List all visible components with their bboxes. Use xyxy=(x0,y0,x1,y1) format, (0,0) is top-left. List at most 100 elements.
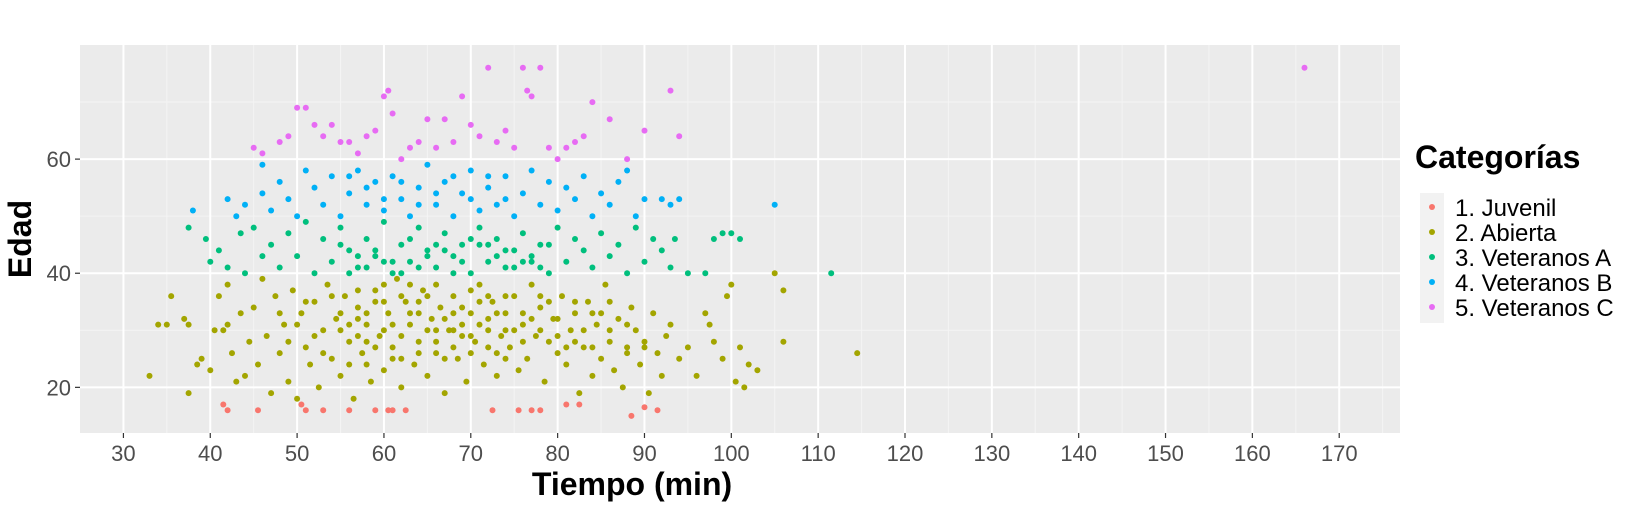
data-point xyxy=(372,407,379,414)
data-point xyxy=(663,333,670,339)
data-point xyxy=(606,338,613,345)
data-point xyxy=(424,293,431,300)
data-point xyxy=(519,310,526,317)
series-5-points xyxy=(250,64,1308,163)
data-point xyxy=(441,116,448,123)
x-tick-label: 50 xyxy=(285,441,309,466)
data-point xyxy=(493,310,500,317)
y-tick-label: 40 xyxy=(47,261,71,286)
data-point xyxy=(450,139,457,145)
data-point xyxy=(407,258,413,265)
data-point xyxy=(641,344,648,351)
data-point xyxy=(181,315,188,322)
data-point xyxy=(606,201,613,208)
data-point xyxy=(632,224,639,231)
data-point xyxy=(207,367,214,374)
data-point xyxy=(1301,64,1308,71)
data-point xyxy=(654,407,661,414)
data-point xyxy=(476,281,483,288)
data-point xyxy=(285,230,292,237)
data-point xyxy=(702,270,709,277)
data-point xyxy=(220,327,227,334)
legend-key xyxy=(1429,279,1435,285)
data-point xyxy=(537,304,544,311)
data-point xyxy=(719,230,726,237)
data-point xyxy=(302,344,309,351)
data-point xyxy=(268,390,275,397)
data-point xyxy=(467,270,474,277)
data-point xyxy=(441,247,448,254)
data-point xyxy=(572,196,578,203)
series-4-points xyxy=(189,161,778,220)
data-point xyxy=(341,293,348,300)
data-point xyxy=(367,378,374,385)
data-point xyxy=(684,270,691,277)
data-point xyxy=(485,344,492,351)
data-point xyxy=(537,407,544,414)
data-point xyxy=(493,201,500,208)
data-point xyxy=(363,133,370,140)
data-point xyxy=(537,64,544,71)
data-point xyxy=(459,258,466,265)
data-point xyxy=(311,184,318,191)
data-point xyxy=(441,230,448,237)
data-point xyxy=(506,344,513,351)
data-point xyxy=(532,333,539,339)
data-point xyxy=(415,298,422,305)
data-point xyxy=(702,310,709,317)
data-point xyxy=(580,327,587,334)
data-point xyxy=(302,218,309,225)
data-point xyxy=(511,327,518,334)
data-point xyxy=(598,355,605,362)
data-point xyxy=(298,401,305,408)
data-point xyxy=(155,321,162,328)
data-point xyxy=(511,247,518,254)
data-point xyxy=(302,167,309,174)
data-point xyxy=(311,333,318,339)
data-point xyxy=(328,121,335,128)
data-point xyxy=(346,247,353,254)
data-point xyxy=(168,293,175,300)
data-point xyxy=(589,310,596,317)
data-point xyxy=(598,310,605,317)
data-point xyxy=(541,378,548,385)
series-2-points xyxy=(146,270,861,402)
x-axis-title: Tiempo (min) xyxy=(532,466,732,502)
data-point xyxy=(389,355,396,362)
data-point xyxy=(433,201,440,208)
data-point xyxy=(676,196,683,203)
data-point xyxy=(363,310,370,317)
data-point xyxy=(519,190,526,197)
x-tick-label: 100 xyxy=(713,441,750,466)
data-point xyxy=(189,207,196,214)
data-point xyxy=(224,281,231,288)
data-point xyxy=(511,264,518,271)
data-point xyxy=(671,236,678,242)
data-point xyxy=(250,304,257,311)
data-point xyxy=(407,213,413,220)
data-point xyxy=(563,144,570,151)
data-point xyxy=(259,190,266,197)
data-point xyxy=(724,293,730,300)
data-point xyxy=(502,310,509,317)
data-point xyxy=(441,355,448,362)
data-point xyxy=(346,321,353,328)
data-point xyxy=(545,338,552,345)
data-point xyxy=(567,327,574,334)
data-point xyxy=(311,270,318,277)
data-point xyxy=(363,201,370,208)
data-point xyxy=(502,196,509,203)
data-point xyxy=(615,178,622,185)
data-point xyxy=(476,224,483,231)
data-point xyxy=(407,144,413,151)
data-point xyxy=(363,361,370,368)
data-point xyxy=(524,87,531,94)
data-point xyxy=(433,338,440,345)
data-point xyxy=(606,327,613,334)
data-point xyxy=(485,64,492,71)
data-point xyxy=(467,167,474,174)
data-point xyxy=(741,384,748,391)
data-point xyxy=(363,338,370,345)
data-point xyxy=(554,156,561,163)
